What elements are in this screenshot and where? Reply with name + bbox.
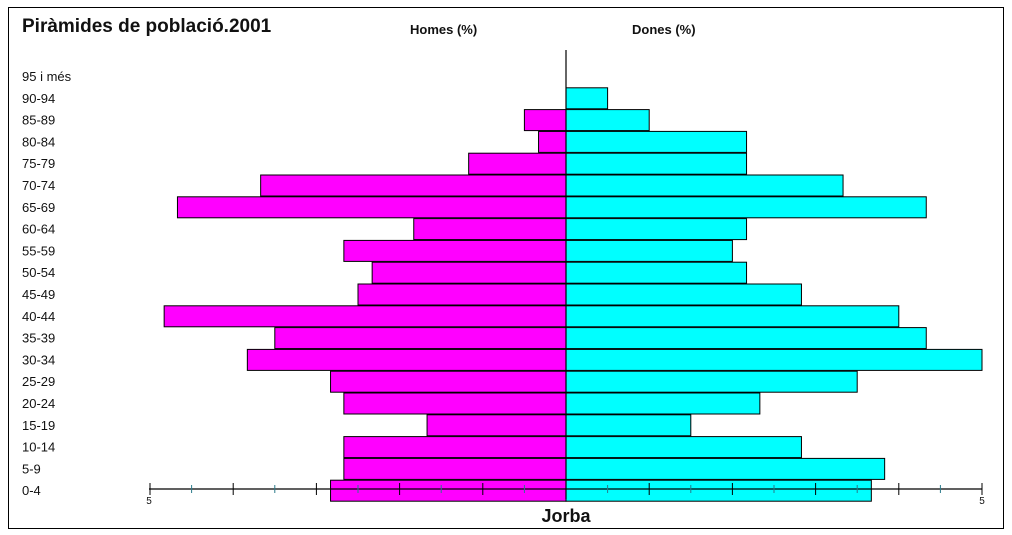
bar-homes-5-9	[343, 457, 567, 480]
category-label-40-44: 40-44	[22, 309, 55, 324]
tick-label-right: 5	[979, 496, 985, 507]
bar-dones-5-9	[565, 457, 886, 480]
category-label-50-54: 50-54	[22, 265, 55, 280]
bar-dones-25-29	[565, 370, 858, 393]
category-label-55-59: 55-59	[22, 243, 55, 258]
x-axis-label: Jorba	[541, 506, 591, 526]
category-label-20-24: 20-24	[22, 396, 55, 411]
bar-dones-70-74	[565, 174, 844, 197]
bar-dones-10-14	[565, 436, 802, 459]
bar-dones-45-49	[565, 283, 802, 306]
bar-homes-80-84	[538, 130, 567, 153]
category-label-65-69: 65-69	[22, 200, 55, 215]
bar-dones-20-24	[565, 392, 761, 415]
category-label-35-39: 35-39	[22, 331, 55, 346]
bar-dones-75-79	[565, 152, 748, 175]
bar-homes-50-54	[371, 261, 567, 284]
bar-dones-60-64	[565, 218, 748, 241]
bar-homes-35-39	[274, 327, 567, 350]
bar-homes-20-24	[343, 392, 567, 415]
bar-homes-30-34	[246, 348, 567, 371]
category-label-70-74: 70-74	[22, 178, 55, 193]
bar-dones-0-4	[565, 479, 872, 502]
category-label-5-9: 5-9	[22, 461, 41, 476]
bar-dones-90-94	[565, 87, 609, 110]
category-label-30-34: 30-34	[22, 352, 55, 367]
chart-title: Piràmides de població.2001	[22, 16, 272, 37]
category-label-10-14: 10-14	[22, 440, 55, 455]
category-label-75-79: 75-79	[22, 156, 55, 171]
category-label-80-84: 80-84	[22, 134, 55, 149]
bar-dones-80-84	[565, 130, 748, 153]
bar-dones-15-19	[565, 414, 692, 437]
bar-dones-35-39	[565, 327, 927, 350]
bar-homes-65-69	[176, 196, 567, 219]
category-label-85-89: 85-89	[22, 113, 55, 128]
bar-homes-40-44	[163, 305, 567, 328]
bar-homes-60-64	[413, 218, 567, 241]
category-label-90-94: 90-94	[22, 91, 55, 106]
bar-homes-70-74	[260, 174, 567, 197]
category-label-60-64: 60-64	[22, 222, 55, 237]
bar-homes-10-14	[343, 436, 567, 459]
category-label-25-29: 25-29	[22, 374, 55, 389]
category-label-15-19: 15-19	[22, 418, 55, 433]
bar-dones-30-34	[565, 348, 983, 371]
right-series-header: Dones (%)	[632, 22, 696, 37]
category-label-95-i-més: 95 i més	[22, 69, 72, 84]
bar-homes-55-59	[343, 239, 567, 262]
bar-dones-65-69	[565, 196, 927, 219]
tick-label-left: 5	[146, 496, 152, 507]
bar-homes-25-29	[330, 370, 567, 393]
category-label-45-49: 45-49	[22, 287, 55, 302]
bar-homes-0-4	[330, 479, 567, 502]
bar-dones-85-89	[565, 109, 650, 132]
bar-dones-50-54	[565, 261, 748, 284]
bar-homes-85-89	[523, 109, 567, 132]
bar-dones-40-44	[565, 305, 900, 328]
bar-homes-45-49	[357, 283, 567, 306]
left-series-header: Homes (%)	[410, 22, 478, 37]
category-label-0-4: 0-4	[22, 483, 41, 498]
bar-dones-55-59	[565, 239, 733, 262]
bar-homes-15-19	[426, 414, 567, 437]
bar-homes-75-79	[468, 152, 567, 175]
